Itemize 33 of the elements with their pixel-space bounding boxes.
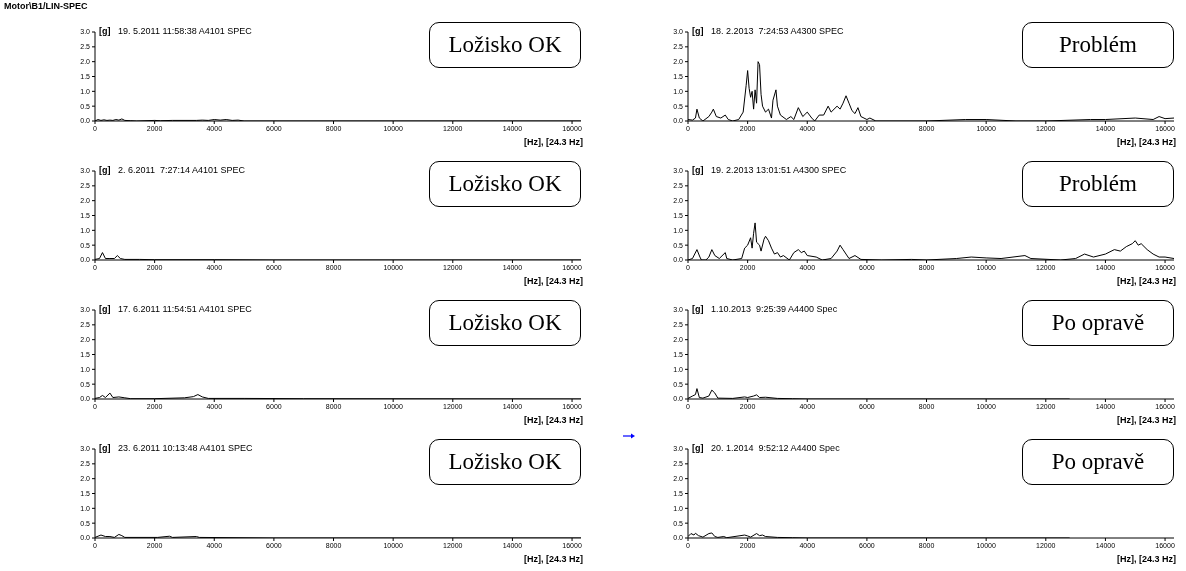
x-axis-title: [Hz], [24.3 Hz] (523, 415, 583, 425)
annotation: Po opravě (1022, 300, 1174, 346)
y-axis-title: [g] (99, 26, 111, 36)
x-axis-title: [Hz], [24.3 Hz] (1116, 137, 1176, 147)
y-axis-title: [g] (99, 304, 111, 314)
annotation: Ložisko OK (429, 439, 581, 485)
x-axis-title: [Hz], [24.3 Hz] (1116, 554, 1176, 564)
annotation: Po opravě (1022, 439, 1174, 485)
chart-subtitle: Motor\B1/LIN-SPEC (4, 1, 88, 11)
y-axis-title: [g] (692, 304, 704, 314)
y-axis-title: [g] (692, 443, 704, 453)
x-axis-title: [Hz], [24.3 Hz] (1116, 276, 1176, 286)
x-axis-title: [Hz], [24.3 Hz] (1116, 415, 1176, 425)
chart-title: 23. 6.2011 10:13:48 A4101 SPEC (118, 443, 253, 453)
y-axis-title: [g] (692, 165, 704, 175)
y-axis-title: [g] (692, 26, 704, 36)
x-axis-title: [Hz], [24.3 Hz] (523, 276, 583, 286)
chart-title: 19. 5.2011 11:58:38 A4101 SPEC (118, 26, 252, 36)
y-axis-title: [g] (99, 165, 111, 175)
chart-title: 2. 6.2011 7:27:14 A4101 SPEC (118, 165, 245, 175)
x-axis-title: [Hz], [24.3 Hz] (523, 554, 583, 564)
chart-title: 1.10.2013 9:25:39 A4400 Spec (711, 304, 838, 314)
annotation: Ložisko OK (429, 161, 581, 207)
annotation: Problém (1022, 22, 1174, 68)
chart-title: 20. 1.2014 9:52:12 A4400 Spec (711, 443, 840, 453)
chart-title: 19. 2.2013 13:01:51 A4300 SPEC (711, 165, 847, 175)
annotation: Ložisko OK (429, 22, 581, 68)
annotation: Ložisko OK (429, 300, 581, 346)
y-axis-title: [g] (99, 443, 111, 453)
x-axis-title: [Hz], [24.3 Hz] (523, 137, 583, 147)
annotation: Problém (1022, 161, 1174, 207)
chart-title: 18. 2.2013 7:24:53 A4300 SPEC (711, 26, 844, 36)
chart-title: 17. 6.2011 11:54:51 A4101 SPEC (118, 304, 252, 314)
